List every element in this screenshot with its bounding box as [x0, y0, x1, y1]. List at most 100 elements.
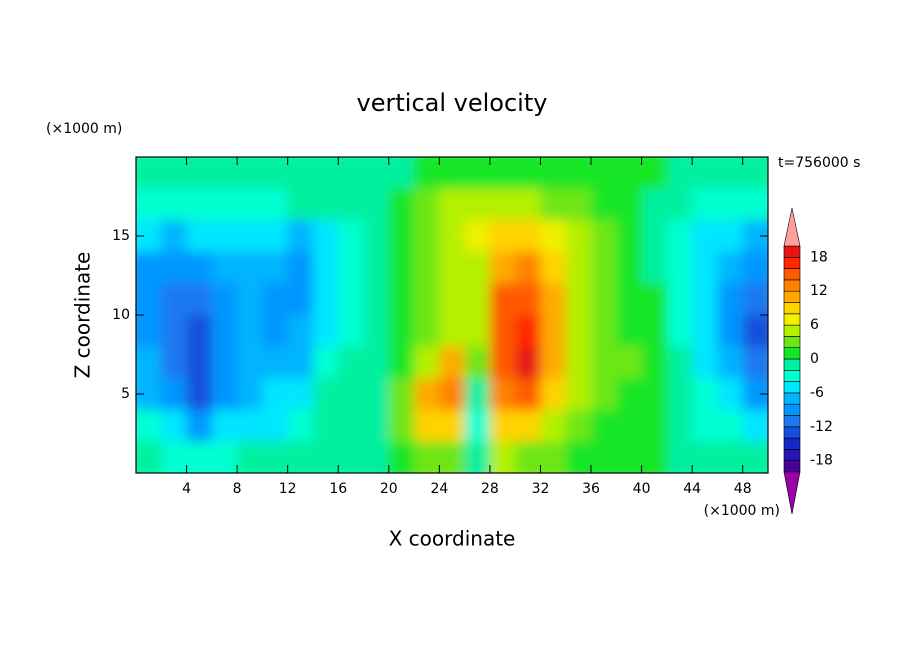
- contour-cell: [666, 441, 693, 473]
- contour-cell: [540, 315, 567, 348]
- contour-cell: [161, 346, 188, 379]
- x-tick-label: 16: [329, 481, 347, 497]
- contour-cell: [136, 188, 162, 221]
- contour-cell: [742, 157, 768, 190]
- contour-cell: [287, 441, 314, 473]
- contour-cell: [616, 283, 643, 316]
- contour-cell: [136, 157, 162, 190]
- contour-cell: [591, 346, 617, 379]
- colorbar-box: [783, 449, 801, 461]
- contour-cell: [641, 251, 668, 284]
- contour-cell: [616, 346, 643, 379]
- contour-cell: [237, 188, 263, 221]
- colorbar-box: [783, 336, 801, 348]
- contour-cell: [717, 220, 744, 253]
- contour-cell: [591, 378, 617, 411]
- contour-cell: [464, 378, 491, 411]
- contour-cell: [388, 157, 415, 190]
- contour-cell: [363, 346, 390, 379]
- contour-cell: [692, 378, 718, 411]
- colorbar-label: 0: [810, 351, 819, 367]
- contour-cell: [237, 251, 263, 284]
- time-label: t=756000 s: [778, 155, 860, 171]
- contour-cell: [742, 441, 768, 473]
- x-tick-label: 4: [182, 481, 191, 497]
- contour-cell: [464, 346, 491, 379]
- contour-cell: [338, 220, 365, 253]
- contour-cell: [666, 409, 693, 442]
- colorbar-box: [783, 302, 801, 315]
- contour-cell: [540, 409, 567, 442]
- colorbar-box: [783, 437, 801, 450]
- colorbar-box: [783, 369, 801, 382]
- contour-cell: [388, 441, 415, 473]
- contour-cell: [742, 220, 768, 253]
- contour-cell: [591, 283, 617, 316]
- contour-cell: [338, 409, 365, 442]
- contour-cell: [616, 220, 643, 253]
- contour-cell: [363, 378, 390, 411]
- contour-cell: [388, 346, 415, 379]
- contour-cell: [515, 188, 541, 221]
- contour-cell: [464, 409, 491, 442]
- contour-cell: [363, 441, 390, 473]
- contour-cell: [287, 157, 314, 190]
- contour-cell: [262, 220, 289, 253]
- contour-cell: [211, 188, 238, 221]
- colorbar-box: [783, 268, 801, 281]
- contour-cell: [262, 409, 289, 442]
- contour-cell: [388, 378, 415, 411]
- contour-cell: [136, 346, 162, 379]
- contour-cell: [565, 346, 592, 379]
- contour-cell: [237, 346, 263, 379]
- contour-cell: [540, 251, 567, 284]
- y-unit: (×1000 m): [46, 121, 122, 137]
- x-tick-label: 24: [430, 481, 448, 497]
- contour-cell: [489, 188, 516, 221]
- contour-cell: [186, 188, 213, 221]
- contour-cell: [717, 378, 744, 411]
- contour-cells: [136, 157, 768, 473]
- contour-cell: [439, 283, 466, 316]
- colorbar-box: [783, 279, 801, 292]
- contour-cell: [211, 283, 238, 316]
- contour-cell: [338, 188, 365, 221]
- colorbar-box: [783, 358, 801, 371]
- contour-cell: [439, 220, 466, 253]
- contour-cell: [641, 441, 668, 473]
- contour-cell: [540, 441, 567, 473]
- contour-cell: [237, 378, 263, 411]
- contour-cell: [616, 378, 643, 411]
- colorbar-box: [783, 347, 801, 360]
- contour-cell: [262, 346, 289, 379]
- contour-cell: [692, 441, 718, 473]
- colorbar-box: [783, 313, 801, 326]
- contour-cell: [591, 157, 617, 190]
- contour-cell: [717, 157, 744, 190]
- x-tick-label: 12: [279, 481, 297, 497]
- colorbar-box: [783, 324, 801, 337]
- contour-cell: [312, 251, 339, 284]
- colorbar-box: [783, 415, 801, 428]
- contour-cell: [565, 251, 592, 284]
- contour-cell: [489, 157, 516, 190]
- contour-cell: [186, 315, 213, 348]
- contour-cell: [388, 409, 415, 442]
- contour-cell: [464, 251, 491, 284]
- contour-cell: [312, 409, 339, 442]
- x-axis-label: X coordinate: [389, 527, 516, 551]
- contour-cell: [211, 157, 238, 190]
- contour-cell: [515, 409, 541, 442]
- contour-cell: [287, 251, 314, 284]
- contour-cell: [439, 188, 466, 221]
- contour-cell: [439, 346, 466, 379]
- contour-cell: [489, 378, 516, 411]
- contour-cell: [414, 157, 440, 190]
- contour-cell: [161, 378, 188, 411]
- contour-cell: [312, 283, 339, 316]
- y-tick-label: 10: [112, 307, 130, 323]
- contour-cell: [186, 220, 213, 253]
- contour-cell: [692, 157, 718, 190]
- contour-cell: [616, 157, 643, 190]
- contour-cell: [262, 441, 289, 473]
